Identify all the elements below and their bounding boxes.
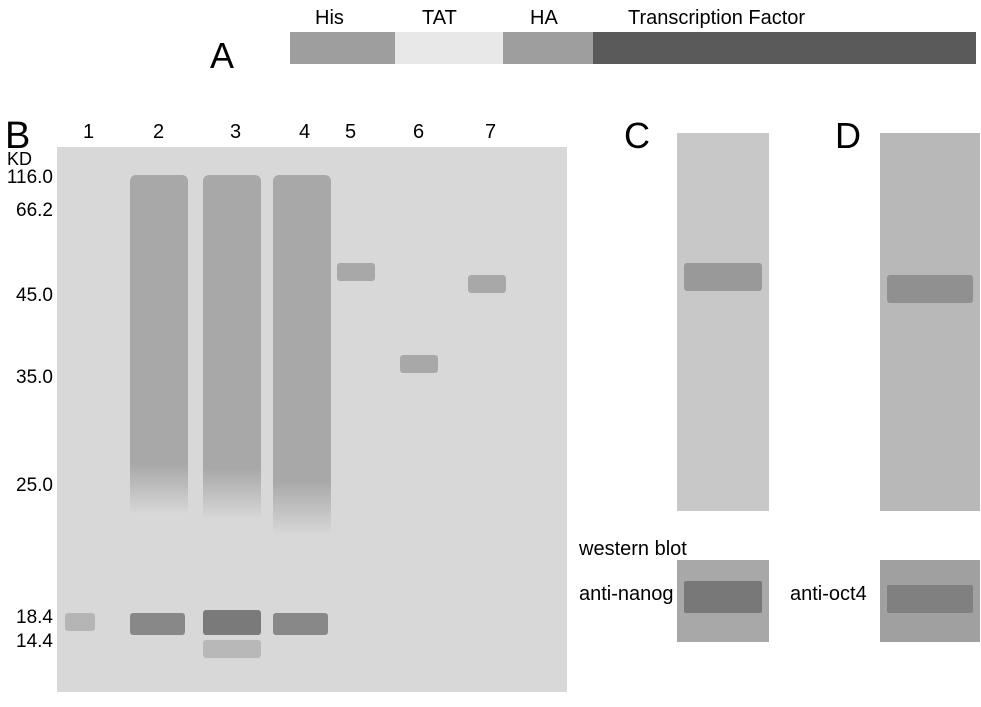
gel-c-band <box>684 263 762 291</box>
panel-b: B KD 116.066.245.035.025.018.414.4 12345… <box>5 115 570 695</box>
panel-a-label: A <box>210 35 234 77</box>
gel-smear <box>130 175 188 515</box>
segment-label-ha: HA <box>530 7 558 30</box>
mw-marker: 25.0 <box>5 475 53 497</box>
gel-band <box>400 355 438 373</box>
mw-marker: 116.0 <box>5 167 53 189</box>
gel-band <box>203 610 261 635</box>
segment-tf <box>593 32 976 64</box>
gel-d-band <box>887 275 973 303</box>
mw-marker: 14.4 <box>5 631 53 653</box>
segment-ha <box>503 32 593 64</box>
lane-label: 3 <box>230 121 241 144</box>
mw-marker: 66.2 <box>5 200 53 222</box>
gel-band <box>468 275 506 293</box>
construct-diagram <box>290 32 976 64</box>
panel-d: D anti-oct4 <box>805 115 975 695</box>
wb-d-band <box>887 585 973 613</box>
gel-smear <box>203 175 261 520</box>
panel-c: C western blot anti-nanog <box>602 115 772 695</box>
mw-marker: 45.0 <box>5 285 53 307</box>
lane-label: 4 <box>299 121 310 144</box>
segment-his <box>290 32 395 64</box>
gel-smear <box>273 175 331 535</box>
segment-label-his: His <box>315 7 344 30</box>
anti-oct4-label: anti-oct4 <box>790 583 867 606</box>
gel-c-strip <box>677 133 769 511</box>
lane-label: 1 <box>83 121 94 144</box>
gel-band <box>203 640 261 658</box>
wb-d-strip <box>880 560 980 642</box>
panel-a: A His TAT HA Transcription Factor <box>185 5 976 80</box>
mw-marker: 18.4 <box>5 607 53 629</box>
wb-c-band <box>684 581 762 613</box>
western-blot-label: western blot <box>579 538 687 561</box>
segment-label-tat: TAT <box>422 7 457 30</box>
lane-label: 6 <box>413 121 424 144</box>
gel-b <box>57 147 567 692</box>
mw-marker: 35.0 <box>5 367 53 389</box>
gel-band <box>130 613 185 635</box>
gel-band <box>65 613 95 631</box>
anti-nanog-label: anti-nanog <box>579 583 674 606</box>
gel-band <box>273 613 328 635</box>
gel-d-strip <box>880 133 980 511</box>
lane-label: 7 <box>485 121 496 144</box>
lane-label: 2 <box>153 121 164 144</box>
lane-label: 5 <box>345 121 356 144</box>
segment-label-tf: Transcription Factor <box>628 7 805 30</box>
panel-d-label: D <box>835 115 861 157</box>
gel-band <box>337 263 375 281</box>
wb-c-strip <box>677 560 769 642</box>
segment-tat <box>395 32 503 64</box>
panel-c-label: C <box>624 115 650 157</box>
